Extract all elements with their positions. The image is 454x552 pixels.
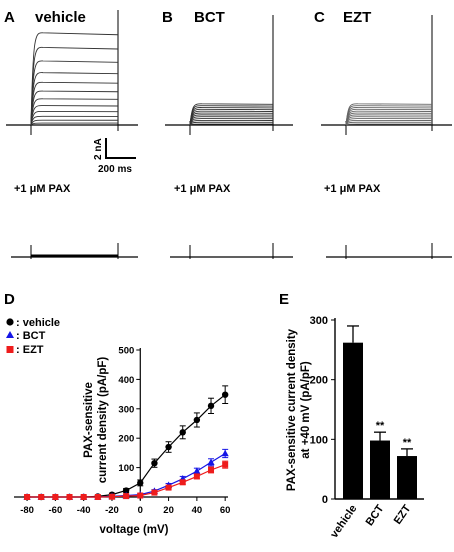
iv-y-tick-label: 100 [118,463,134,474]
iv-ylabel-line1: PAX-sensitive [83,382,95,458]
bar-plot: 0 100 200 300 vehicle ** BCT ** EZT [310,315,424,540]
bar-category-label-bct: BCT [364,503,387,529]
iv-x-tick-label: -20 [105,505,119,516]
bar-category-label-vehicle: vehicle [328,503,359,540]
iv-point-ezt [24,494,31,500]
scale-bar-time-label: 200 ms [98,164,132,175]
panel-a-letter: A [4,9,15,26]
panel-a-sweep [30,32,119,126]
panel-c-sweep [345,103,433,126]
iv-y-tick-label: 200 [118,434,134,445]
panel-a-sweep [30,119,119,126]
panel-e-letter: E [279,291,289,308]
legend-vehicle-label: : vehicle [16,317,60,329]
iv-point-vehicle [151,459,158,467]
panel-b-title: BCT [194,9,225,26]
iv-point-ezt [222,461,229,468]
iv-x-tick-label: 0 [138,505,143,516]
scale-bar: 2 nA 200 ms [93,138,136,175]
panel-c-letter: C [314,9,325,26]
bar-y-tick-label: 200 [310,375,328,387]
bar-ezt [397,456,417,499]
iv-point-vehicle [207,402,215,410]
iv-x-tick-label: -40 [77,505,91,516]
bar-y-tick-label: 300 [310,315,328,327]
legend-ezt-marker [6,346,14,353]
bar-y-tick-label: 100 [310,434,328,446]
iv-x-tick-label: -60 [49,505,63,516]
iv-y-tick-label: 300 [118,404,134,415]
iv-point-vehicle [193,416,201,424]
iv-point-bct [193,467,201,474]
panel-c-control-traces [321,15,452,135]
iv-point-ezt [123,493,130,500]
iv-point-vehicle [165,443,172,451]
panel-c-pax-label: +1 μM PAX [324,183,381,195]
panel-d-letter: D [4,291,15,308]
panel-a-title: vehicle [35,9,86,26]
bar-vehicle [343,342,363,499]
panel-a-control-traces [6,10,138,135]
panel-b-pax-traces [170,243,293,259]
panel-a-pax-traces [11,243,138,259]
iv-point-ezt [193,473,200,480]
iv-point-ezt [151,489,158,496]
iv-x-tick-label: 60 [220,505,231,516]
legend-vehicle-marker [6,318,14,326]
iv-point-ezt [108,493,115,500]
iv-point-ezt [137,492,144,499]
bar-significance-ezt: ** [403,437,412,449]
iv-point-ezt [80,494,87,500]
iv-point-ezt [165,484,172,491]
bar-ylabel-line1: PAX-sensitive current density [286,328,298,491]
iv-point-vehicle [179,429,186,436]
iv-point-ezt [179,479,186,486]
panel-a-sweep [30,81,119,126]
iv-y-tick-label: 400 [118,375,134,386]
iv-point-bct [221,449,229,457]
panel-b-pax-label: +1 μM PAX [174,183,231,195]
bar-significance-bct: ** [376,420,385,432]
iv-point-ezt [208,466,215,473]
iv-point-ezt [66,494,73,500]
iv-point-ezt [38,494,45,500]
iv-x-tick-label: -80 [20,505,34,516]
panel-b-control-traces [165,15,293,135]
iv-plot: -80 -60 -40 -20 0 20 40 60 100 200 300 400 500 [14,346,231,516]
panel-b-letter: B [162,9,173,26]
panel-a-sweep [30,60,119,126]
panel-a-pax-label: +1 μM PAX [14,183,71,195]
iv-point-bct [207,458,215,466]
panel-b-sweep [189,103,274,126]
legend-bct-label: : BCT [16,330,46,342]
iv-point-vehicle [221,391,229,398]
iv-point-ezt [52,494,59,500]
panel-c-title: EZT [343,9,371,26]
panel-a-sweep [30,46,119,126]
iv-x-tick-label: 40 [192,505,203,516]
iv-xlabel: voltage (mV) [99,524,168,536]
iv-legend: : vehicle : BCT : EZT [6,317,60,356]
scale-bar-current-label: 2 nA [93,138,104,160]
bar-ylabel-line2: at +40 mV (pA/pF) [300,361,312,459]
legend-ezt-label: : EZT [16,344,44,356]
bar-y-tick-label: 0 [322,494,328,506]
bar-category-label-ezt: EZT [392,503,414,527]
iv-x-tick-label: 20 [163,505,174,516]
iv-ylabel-line2: current density (pA/pF) [97,357,109,484]
iv-y-tick-label: 500 [118,346,134,357]
panel-c-pax-traces [326,243,452,259]
panel-a-sweep [30,105,119,126]
iv-point-ezt [94,494,101,500]
iv-point-vehicle [122,487,130,494]
legend-bct-marker [6,331,14,338]
bar-bct [370,440,390,499]
iv-point-vehicle [137,479,144,487]
